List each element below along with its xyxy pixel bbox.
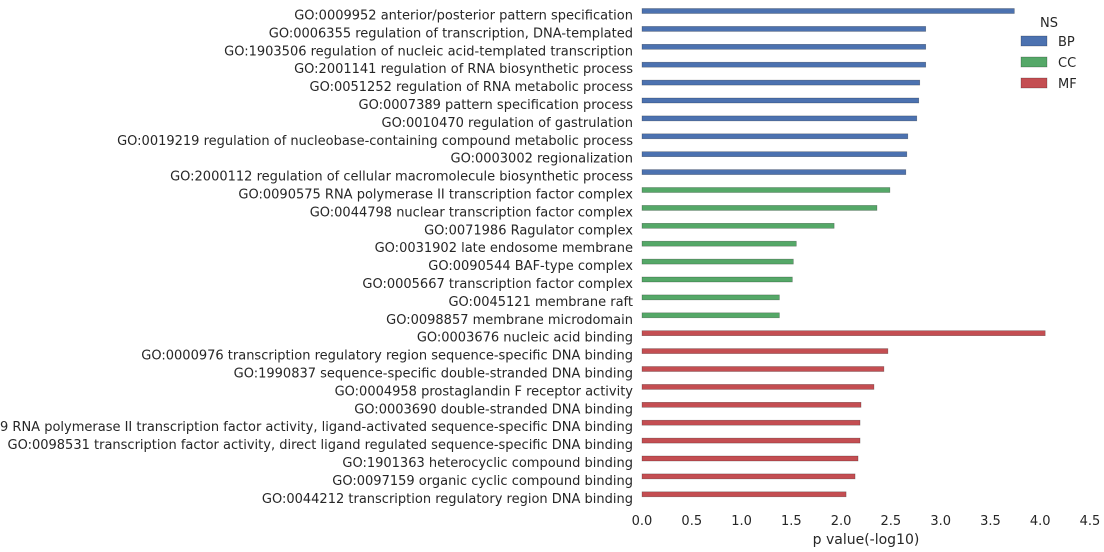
bar-19 xyxy=(641,330,1046,337)
category-label-14: GO:0031902 late endosome membrane xyxy=(375,241,633,256)
category-label-19: GO:0003676 nucleic acid binding xyxy=(417,331,633,346)
bar-22 xyxy=(641,384,875,390)
category-label-7: GO:0010470 regulation of gastrulation xyxy=(382,116,633,131)
bar-20 xyxy=(641,348,889,354)
legend: NS BP CC MF xyxy=(1020,16,1077,92)
bar-15 xyxy=(641,258,794,265)
x-tick-label-8: 3.5 xyxy=(980,514,1001,529)
category-label-4: GO:2001141 regulation of RNA biosyntheti… xyxy=(294,62,633,77)
bar-9 xyxy=(641,151,908,157)
x-tick-label-7: 3.0 xyxy=(930,514,951,529)
bar-25 xyxy=(641,437,861,444)
x-tick-label-4: 1.5 xyxy=(781,514,802,529)
legend-label-bp: BP xyxy=(1058,35,1075,50)
category-label-25: GO:0098531 transcription factor activity… xyxy=(8,438,633,453)
bars-group xyxy=(641,8,1046,498)
x-tick-label-3: 1.0 xyxy=(731,514,752,529)
category-label-20: GO:0000976 transcription regulatory regi… xyxy=(141,349,633,364)
legend-label-mf: MF xyxy=(1058,77,1077,92)
category-label-21: GO:1990837 sequence-specific double-stra… xyxy=(234,367,633,382)
category-label-13: GO:0071986 Ragulator complex xyxy=(424,223,633,238)
category-label-3: GO:1903506 regulation of nucleic acid-te… xyxy=(224,44,633,59)
bar-2 xyxy=(641,26,927,32)
category-label-26: GO:1901363 heterocyclic compound binding xyxy=(342,456,633,471)
category-label-27: GO:0097159 organic cyclic compound bindi… xyxy=(332,474,633,489)
x-tick-label-5: 2.0 xyxy=(831,514,852,529)
category-label-12: GO:0044798 nuclear transcription factor … xyxy=(310,205,634,220)
category-label-5: GO:0051252 regulation of RNA metabolic p… xyxy=(310,80,634,95)
category-label-23: GO:0003690 double-stranded DNA binding xyxy=(354,402,633,417)
bar-24 xyxy=(641,419,861,426)
category-label-2: GO:0006355 regulation of transcription, … xyxy=(269,26,633,41)
bar-8 xyxy=(641,133,909,140)
x-tick-label-6: 2.5 xyxy=(881,514,902,529)
bar-10 xyxy=(641,169,907,175)
bar-21 xyxy=(641,366,885,372)
x-tick-label-1: 0.0 xyxy=(632,514,653,529)
category-label-22: GO:0004958 prostaglandin F receptor acti… xyxy=(335,384,634,399)
bar-12 xyxy=(641,205,878,211)
legend-swatch-bp xyxy=(1020,35,1048,47)
bar-3 xyxy=(641,43,927,50)
bar-28 xyxy=(641,491,847,498)
category-label-15: GO:0090544 BAF-type complex xyxy=(428,259,633,274)
bar-7 xyxy=(641,115,918,122)
category-label-8: GO:0019219 regulation of nucleobase-cont… xyxy=(117,134,633,149)
bar-18 xyxy=(641,312,780,319)
category-label-17: GO:0045121 membrane raft xyxy=(448,295,633,310)
x-tick-label-10: 4.5 xyxy=(1080,514,1101,529)
bar-23 xyxy=(641,401,862,408)
legend-swatch-mf xyxy=(1020,77,1048,89)
bar-27 xyxy=(641,473,856,480)
x-tick-label-2: 0.5 xyxy=(681,514,702,529)
category-label-1: GO:0009952 anterior/posterior pattern sp… xyxy=(294,9,633,24)
bar-16 xyxy=(641,276,793,283)
legend-swatch-cc xyxy=(1020,56,1048,68)
bar-26 xyxy=(641,455,859,462)
bar-17 xyxy=(641,294,780,301)
bar-6 xyxy=(641,97,920,104)
category-label-28: GO:0044212 transcription regulatory regi… xyxy=(262,492,633,507)
bar-13 xyxy=(641,223,835,229)
category-label-9: GO:0003002 regionalization xyxy=(451,152,633,167)
category-labels-group: GO:0009952 anterior/posterior pattern sp… xyxy=(0,9,633,507)
bar-1 xyxy=(641,8,1015,14)
category-label-10: GO:2000112 regulation of cellular macrom… xyxy=(170,170,633,185)
category-label-24: GO:0004879 RNA polymerase II transcripti… xyxy=(0,420,633,435)
legend-label-cc: CC xyxy=(1058,56,1076,71)
category-label-6: GO:0007389 pattern specification process xyxy=(359,98,634,113)
legend-title: NS xyxy=(1040,16,1058,31)
category-label-16: GO:0005667 transcription factor complex xyxy=(362,277,633,292)
x-axis-title: p value(-log10) xyxy=(813,532,920,548)
bar-11 xyxy=(641,187,891,193)
x-ticks-group: 0.0 0.5 1.0 1.5 2.0 2.5 3.0 3.5 4.0 4.5 xyxy=(632,514,1101,529)
bar-5 xyxy=(641,79,921,86)
x-tick-label-9: 4.0 xyxy=(1030,514,1051,529)
bar-14 xyxy=(641,240,797,247)
category-label-11: GO:0090575 RNA polymerase II transcripti… xyxy=(238,188,633,203)
bar-4 xyxy=(641,61,927,68)
category-label-18: GO:0098857 membrane microdomain xyxy=(386,313,633,328)
